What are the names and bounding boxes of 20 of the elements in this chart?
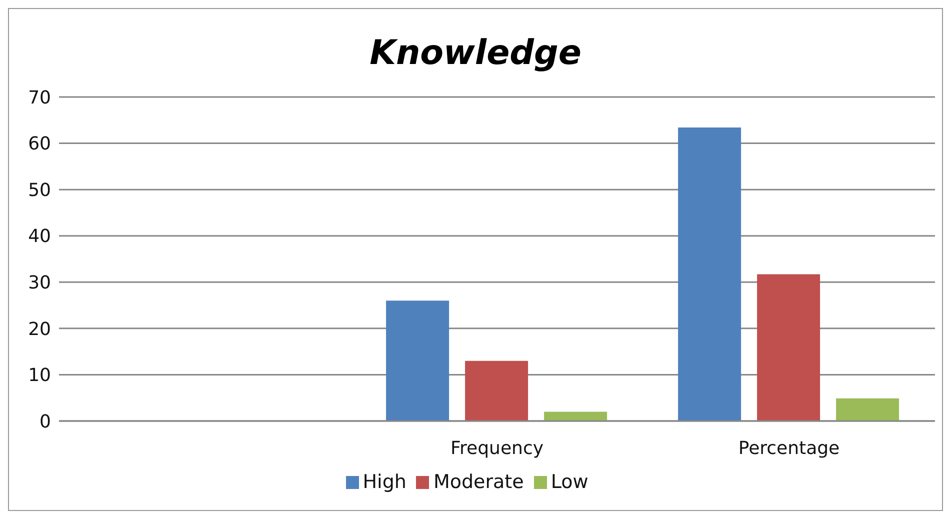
bar [836,398,900,421]
bar [757,274,820,421]
y-tick-label: 20 [28,318,51,340]
y-tick-label: 50 [28,180,51,201]
x-tick-label: Frequency [450,438,544,459]
x-tick-label: Percentage [738,438,840,459]
legend-label: High [362,471,406,493]
y-tick-label: 70 [28,87,51,108]
bar [544,412,608,421]
bar [386,300,450,421]
y-tick-label: 60 [28,134,51,155]
y-tick-label: 10 [28,365,51,386]
bar [465,360,528,421]
y-tick-label: 40 [28,226,51,248]
legend-label: Moderate [433,471,524,493]
chart-title: Knowledge [368,33,582,75]
y-tick-label: 30 [28,272,51,294]
legend-label: Low [550,471,588,493]
bar [678,128,742,421]
y-tick-label: 0 [40,411,51,432]
